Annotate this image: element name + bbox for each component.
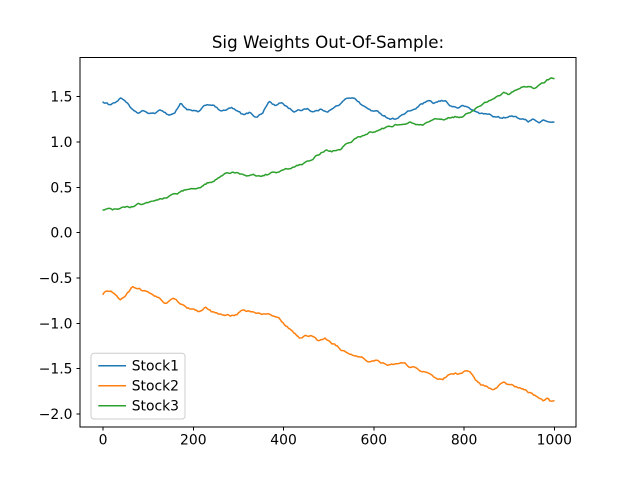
y-tick-label: −0.5 — [39, 271, 73, 287]
y-tick-label: 1.5 — [50, 90, 72, 106]
x-tick-label: 600 — [361, 433, 388, 449]
series-lines — [102, 77, 555, 402]
legend-label: Stock1 — [132, 359, 179, 375]
y-tick-label: 1.0 — [50, 135, 72, 151]
y-tick-label: −1.5 — [39, 362, 73, 378]
plot-frame — [79, 57, 577, 428]
y-tick-label: −2.0 — [39, 407, 73, 423]
y-tick-label: 0.5 — [50, 180, 72, 196]
legend: Stock1 Stock2 Stock3 — [90, 352, 186, 420]
chart-title: Sig Weights Out-Of-Sample: — [212, 32, 444, 52]
x-tick-label: 0 — [99, 433, 108, 449]
y-tick-label: −1.0 — [39, 316, 73, 332]
legend-label: Stock3 — [132, 399, 179, 415]
series-line-stock3 — [102, 77, 555, 211]
x-tick-label: 800 — [451, 433, 478, 449]
y-tick-label: 0.0 — [50, 226, 72, 242]
legend-entry: Stock1 — [98, 359, 179, 375]
legend-label: Stock2 — [132, 379, 179, 395]
legend-box — [90, 352, 186, 420]
series-line-stock2 — [102, 285, 555, 402]
x-tick-label: 1000 — [537, 433, 572, 449]
series-line-stock1 — [102, 97, 555, 124]
axes: 0 200 400 600 800 1000 −2.0 −1.5 −1.0 −0.5 0.0 0.5 1… — [39, 90, 572, 449]
x-tick-label: 400 — [270, 433, 297, 449]
legend-entry: Stock2 — [98, 379, 179, 395]
legend-entry: Stock3 — [98, 399, 179, 415]
x-tick-label: 200 — [180, 433, 207, 449]
